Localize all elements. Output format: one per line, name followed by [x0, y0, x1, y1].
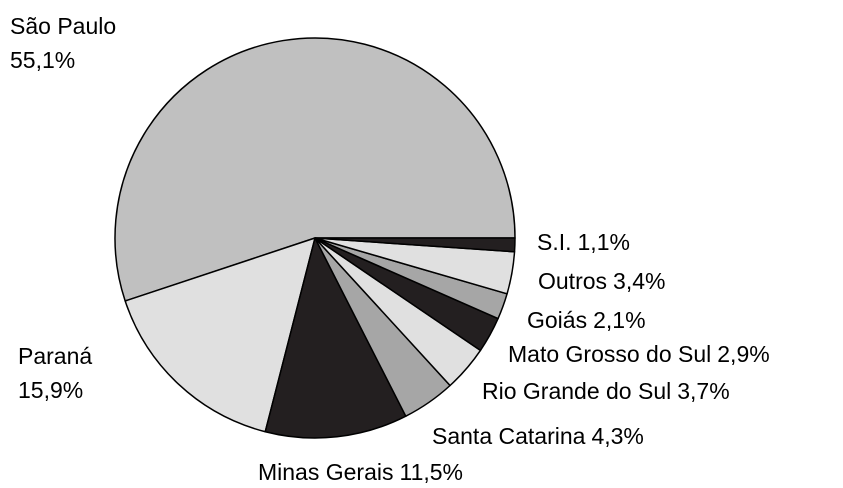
- slice-label: S.I. 1,1%: [537, 229, 630, 255]
- slice-value-label: 55,1%: [10, 47, 75, 73]
- slice-value-label: 1,1%: [578, 229, 630, 255]
- slice-value-label: 15,9%: [18, 377, 83, 403]
- slice-value-label: 3,4%: [613, 268, 665, 294]
- pie-slice: [264, 237, 407, 439]
- slice-label: Goiás 2,1%: [527, 307, 646, 333]
- slice-value-label: 4,3%: [591, 423, 643, 449]
- slice-label: Outros 3,4%: [538, 268, 665, 294]
- slice-label-name: Goiás: [527, 307, 587, 333]
- pie-slice: [114, 37, 516, 302]
- slice-label-name: Mato Grosso do Sul: [508, 341, 711, 367]
- slice-label-name: Santa Catarina: [432, 423, 586, 449]
- slice-label: Mato Grosso do Sul 2,9%: [508, 341, 770, 367]
- slice-value-label: 11,5%: [399, 459, 463, 485]
- slice-label: Minas Gerais 11,5%: [258, 459, 463, 485]
- slice-value-label: 2,9%: [717, 341, 769, 367]
- slice-label: São Paulo: [10, 13, 116, 39]
- slice-label-name: Rio Grande do Sul: [482, 378, 671, 404]
- slice-label: Paraná: [18, 343, 92, 369]
- slice-label: Santa Catarina 4,3%: [432, 423, 644, 449]
- slice-label-name: Outros: [538, 268, 607, 294]
- slice-label-name: S.I.: [537, 229, 572, 255]
- pie-slice: [314, 237, 516, 253]
- slice-label: Rio Grande do Sul 3,7%: [482, 378, 730, 404]
- slice-value-label: 2,1%: [593, 307, 645, 333]
- slice-label-name: Minas Gerais: [258, 459, 393, 485]
- slice-value-label: 3,7%: [677, 378, 729, 404]
- pie-slice: [124, 237, 316, 433]
